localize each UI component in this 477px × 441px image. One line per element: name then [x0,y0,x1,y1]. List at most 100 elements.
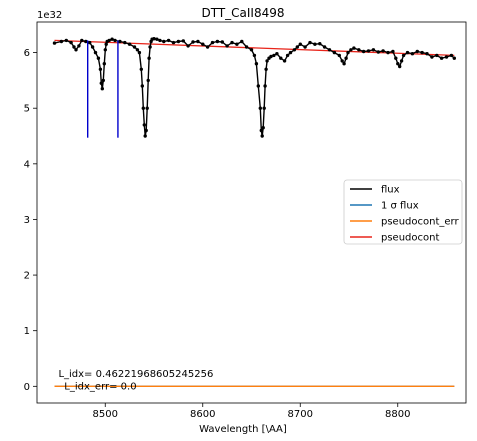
flux-point [240,39,244,44]
flux-point [139,67,143,72]
flux-point [399,59,404,63]
flux-point [171,40,176,45]
chart-title: DTT_CaII8498 [201,6,284,20]
y-tick-label: 1 [24,326,30,337]
flux-point [275,52,279,56]
flux-point [72,45,76,49]
flux-point [90,45,95,49]
flux-point [288,50,293,55]
flux-point [252,53,257,58]
flux-point [444,55,449,59]
flux-point [201,42,205,46]
vertical-lines [86,40,119,138]
flux-point [196,39,200,44]
flux-point [88,40,92,45]
flux-point [102,62,107,66]
legend-box [343,179,463,245]
flux-point [340,59,344,63]
flux-point [59,39,64,44]
flux-point [449,53,454,58]
plot-frame [36,21,467,404]
axis-ticks: 8500 8600 8700 8800 0 1 2 3 4 5 6 [24,48,411,420]
flux-point [99,81,104,85]
flux-point [210,40,215,45]
flux-point [84,39,88,44]
flux-point [98,67,103,72]
flux-point [262,106,266,110]
flux-point [100,87,105,91]
flux-point [162,39,166,44]
flux-point [258,106,262,110]
x-tick-label: 8500 [93,409,118,420]
flux-point [249,48,254,52]
flux-point [110,37,114,41]
flux-point [145,106,149,110]
legend-label-pseudocont: pseudocont [381,233,439,244]
y-tick-label: 4 [24,159,30,170]
flux-point [269,54,273,59]
flux-point [127,42,132,46]
flux-point [346,50,350,55]
flux-point [69,40,73,45]
flux-point [376,50,380,54]
series-layer [52,37,456,387]
flux-point [396,62,400,66]
y-tick-label: 2 [24,271,30,282]
flux-point [152,37,156,41]
annotation-text: L_idx= 0.46221968605245256 [58,369,213,380]
flux-point [64,38,69,43]
flux-point [265,59,269,63]
flux-point [103,48,108,52]
flux-point [52,41,57,45]
flux-point [313,42,317,46]
legend: flux 1 σ flux pseudocont_err pseudocont [343,179,463,245]
flux-point [77,44,81,48]
flux-point [123,40,127,45]
flux-point [181,39,185,43]
y-scale-label: 1e32 [37,10,62,21]
flux-point [420,50,424,55]
flux-point [381,49,385,53]
flux-point [140,84,144,88]
flux-point [225,44,229,48]
flux-point [410,52,415,56]
flux-point [244,45,249,49]
flux-point [260,134,264,138]
flux-point [263,84,267,88]
flux-point [107,38,111,43]
flux-point [118,39,122,44]
flux-point [298,42,302,46]
flux-point [342,62,346,66]
flux-point [430,55,434,59]
flux-point [435,53,439,58]
flux-point [349,48,353,52]
flux-point [279,56,283,60]
flux-point [357,48,361,52]
flux-point [205,45,210,49]
flux-point [144,128,148,133]
flux-point [361,49,366,54]
flux-point [256,84,260,88]
flux-point [272,53,276,58]
flux-point [295,45,299,49]
flux-point [439,56,444,60]
flux-point [322,45,327,49]
flux-point [113,38,117,43]
flux-point [220,40,224,44]
flux-point [391,49,395,54]
x-tick-label: 8600 [190,409,215,420]
flux-point [259,128,263,133]
flux-point [155,37,159,41]
flux-point [332,50,337,55]
flux-point [176,39,181,44]
y-tick-label: 6 [24,48,30,59]
flux-point [146,78,150,83]
flux-point [166,38,171,43]
flux-point [398,64,402,69]
flux-point [292,48,297,52]
flux-point [285,53,290,58]
annotation-text: L_idx_err= 0.0 [64,381,136,392]
flux-point [327,48,332,52]
